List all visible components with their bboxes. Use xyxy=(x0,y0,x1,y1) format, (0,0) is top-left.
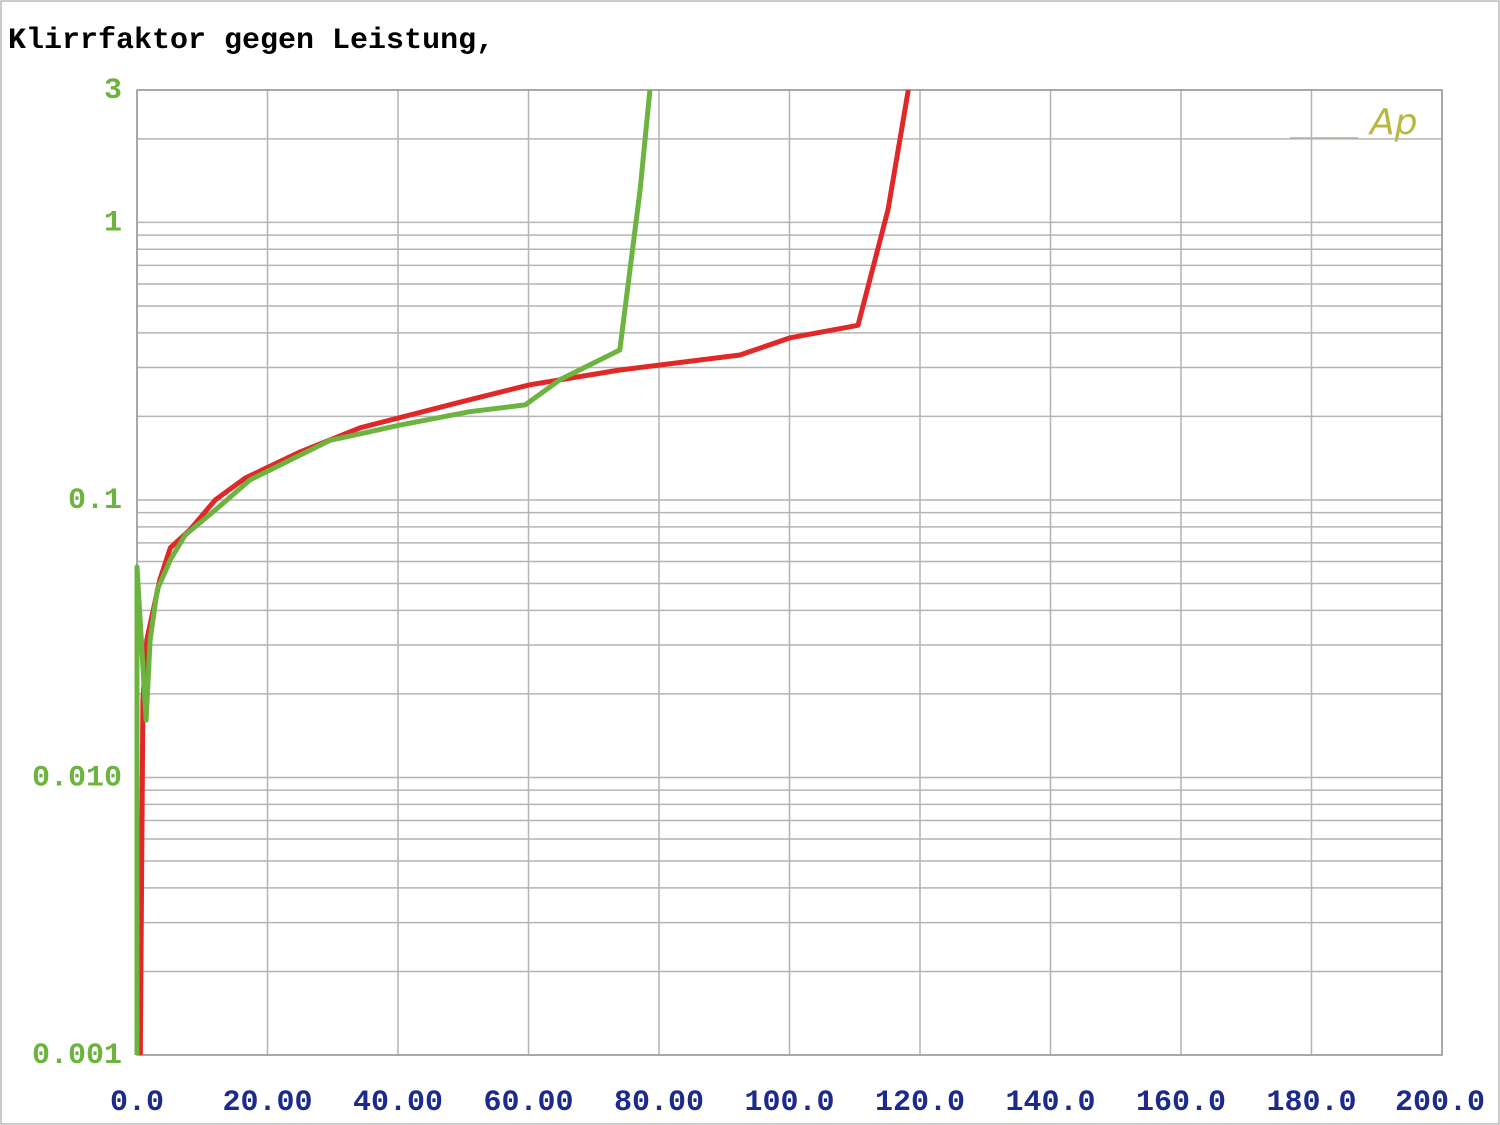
x-tick-label: 200.0 xyxy=(1395,1086,1485,1120)
x-tick-label: 0.0 xyxy=(110,1086,164,1120)
x-tick-label: 120.0 xyxy=(875,1086,965,1120)
x-tick-label: 160.0 xyxy=(1136,1086,1226,1120)
x-tick-label: 40.00 xyxy=(353,1086,443,1120)
y-tick-label: 0.010 xyxy=(32,761,122,795)
x-tick-label: 140.0 xyxy=(1005,1086,1095,1120)
x-tick-label: 20.00 xyxy=(222,1086,312,1120)
data-line xyxy=(134,89,653,1055)
logo: Ap xyxy=(1368,102,1417,143)
x-tick-label: 80.00 xyxy=(614,1086,704,1120)
x-tick-label: 100.0 xyxy=(744,1086,834,1120)
chart-title: Klirrfaktor gegen Leistung, xyxy=(8,24,494,58)
y-tick-label: 1 xyxy=(104,206,122,240)
x-tick-label: 60.00 xyxy=(483,1086,573,1120)
y-tick-label: 3 xyxy=(104,74,122,108)
x-tick-label: 180.0 xyxy=(1266,1086,1356,1120)
y-tick-label: 0.001 xyxy=(32,1039,122,1073)
y-tick-label: 0.1 xyxy=(68,484,122,518)
